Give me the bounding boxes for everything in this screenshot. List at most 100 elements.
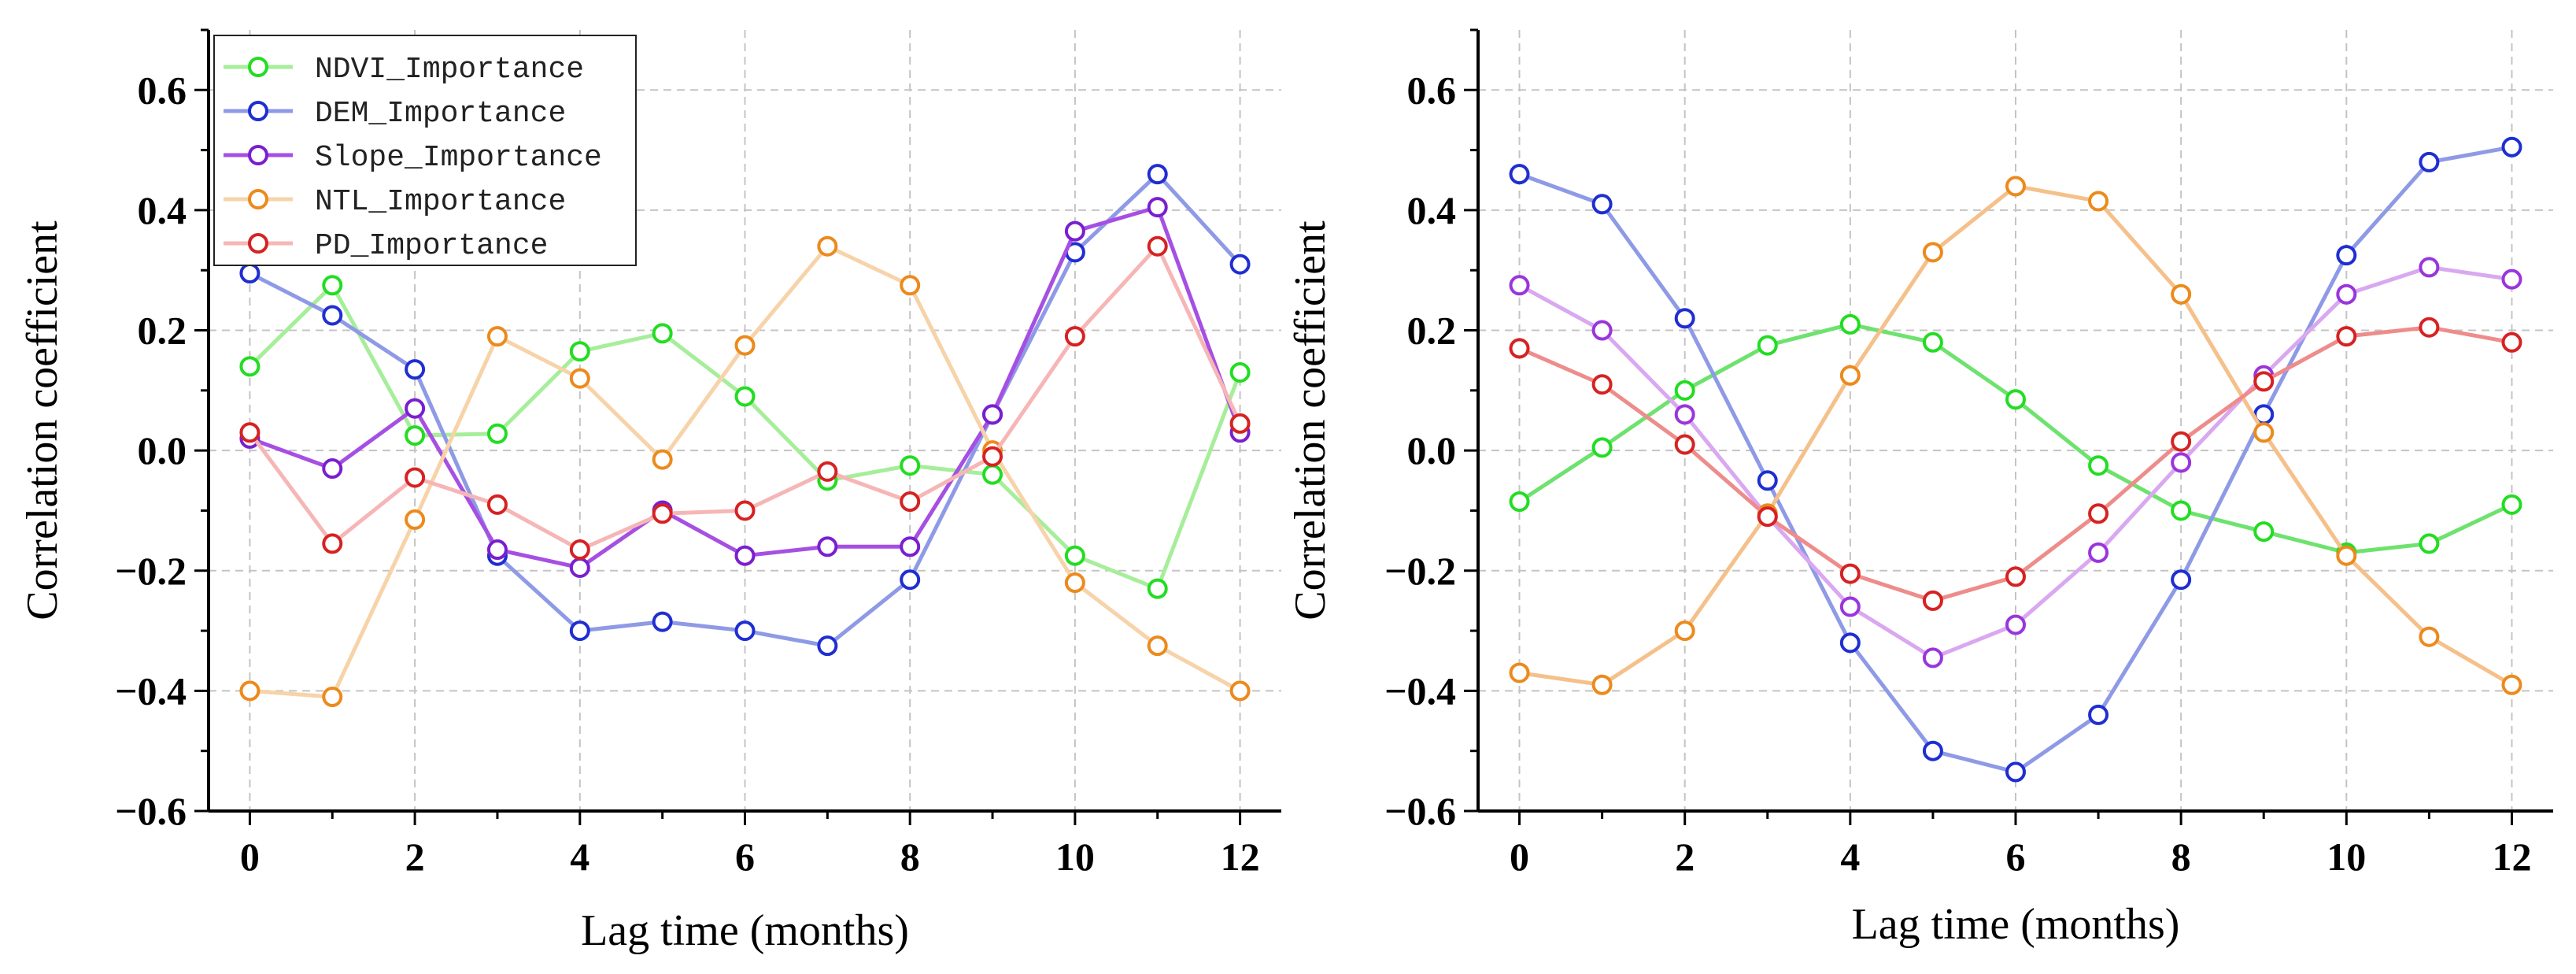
- chart-1: −0.6 −0.4 −0.2 0.0 0.2 0.4 0.6 0 2 4 6 8 10 12 Lag tim…: [18, 28, 1281, 955]
- x-tick-label: 2: [405, 835, 425, 879]
- x-tick-label: 10: [2327, 835, 2366, 879]
- data-point: [2171, 431, 2192, 452]
- data-point: [2501, 674, 2522, 695]
- data-point: [2419, 151, 2440, 172]
- data-point: [982, 404, 1003, 425]
- data-point: [1674, 434, 1695, 455]
- data-point: [1229, 680, 1251, 702]
- data-point: [1147, 164, 1168, 185]
- data-point: [1922, 647, 1943, 668]
- data-point: [2171, 569, 2192, 591]
- series-4: [1509, 176, 2522, 695]
- series-2: [239, 164, 1251, 657]
- legend-entry: NTL_Importance: [224, 185, 566, 219]
- data-point: [2005, 614, 2026, 635]
- data-point: [1064, 545, 1085, 566]
- data-point: [817, 635, 838, 657]
- y-tick-label: 0.6: [1407, 68, 1457, 112]
- legend-marker: [248, 145, 268, 165]
- data-point: [2419, 257, 2440, 278]
- data-point: [1509, 275, 1530, 296]
- data-point: [1922, 590, 1943, 611]
- series-5: [239, 235, 1251, 561]
- data-point: [322, 458, 343, 480]
- data-point: [2005, 761, 2026, 783]
- chart-2: −0.6 −0.4 −0.2 0.0 0.2 0.4 0.6 0 2 4 6 8 10 12 Lag tim…: [1286, 28, 2553, 949]
- x-axis-title: Lag time (months): [1852, 900, 2180, 949]
- legend-label: PD_Importance: [315, 229, 548, 263]
- y-tick-label: 0.0: [1407, 428, 1457, 472]
- data-point: [2501, 494, 2522, 515]
- data-point: [900, 491, 921, 513]
- data-point: [1757, 335, 1778, 356]
- data-point: [1922, 331, 1943, 353]
- y-tick-label: 0.4: [1407, 188, 1457, 232]
- legend-entry: DEM_Importance: [224, 97, 566, 131]
- y-tick-label: −0.4: [115, 668, 187, 713]
- series-2: [1509, 136, 2522, 783]
- series-5: [1509, 317, 2522, 611]
- legend-box: [213, 35, 637, 266]
- data-point: [1839, 365, 1861, 386]
- data-point: [2171, 283, 2192, 305]
- legend-marker: [248, 189, 268, 209]
- data-point: [900, 455, 921, 476]
- y-tick-label: −0.2: [1384, 549, 1456, 593]
- data-point: [1922, 740, 1943, 761]
- data-point: [2005, 176, 2026, 197]
- data-point: [1064, 326, 1085, 347]
- data-point: [817, 461, 838, 482]
- data-point: [817, 536, 838, 557]
- data-point: [2171, 452, 2192, 473]
- data-point: [734, 335, 756, 356]
- data-point: [2253, 371, 2275, 392]
- data-point: [322, 687, 343, 708]
- x-tick-label: 4: [1840, 835, 1860, 879]
- data-point: [2336, 283, 2357, 305]
- data-point: [734, 500, 756, 521]
- data-point: [2088, 455, 2109, 476]
- data-point: [2419, 317, 2440, 338]
- data-point: [2419, 626, 2440, 647]
- data-point: [982, 464, 1003, 485]
- data-point: [486, 423, 508, 444]
- data-point: [322, 275, 343, 296]
- x-tick-label: 0: [240, 835, 260, 879]
- legend-marker: [248, 233, 268, 254]
- legend-entry: PD_Importance: [224, 229, 548, 263]
- data-point: [2336, 245, 2357, 266]
- data-point: [405, 425, 426, 446]
- data-point: [982, 446, 1003, 467]
- data-point: [734, 620, 756, 642]
- x-tick-label: 10: [1055, 835, 1095, 879]
- data-point: [2253, 422, 2275, 443]
- data-point: [1757, 506, 1778, 528]
- data-point: [1591, 437, 1613, 458]
- data-point: [652, 611, 673, 632]
- data-point: [1839, 632, 1861, 654]
- series-3: [239, 197, 1251, 578]
- data-point: [322, 305, 343, 326]
- data-point: [2253, 521, 2275, 543]
- data-point: [2088, 704, 2109, 725]
- data-point: [569, 620, 590, 642]
- data-point: [2501, 331, 2522, 353]
- data-point: [2005, 566, 2026, 587]
- data-point: [1674, 404, 1695, 425]
- x-tick-label: 6: [735, 835, 755, 879]
- y-axis-title: Correlation coefficient: [1286, 220, 1335, 620]
- y-tick-label: 0.2: [138, 309, 187, 353]
- data-point: [2501, 268, 2522, 290]
- data-point: [2336, 545, 2357, 566]
- series-4: [239, 235, 1251, 708]
- data-point: [652, 323, 673, 344]
- data-point: [569, 368, 590, 389]
- y-tick-label: −0.4: [1384, 668, 1456, 713]
- data-point: [405, 398, 426, 419]
- x-axis-title: Lag time (months): [581, 906, 909, 955]
- legend-marker: [248, 101, 268, 121]
- data-point: [2336, 326, 2357, 347]
- data-point: [239, 422, 261, 443]
- data-point: [1591, 194, 1613, 215]
- data-point: [1229, 254, 1251, 275]
